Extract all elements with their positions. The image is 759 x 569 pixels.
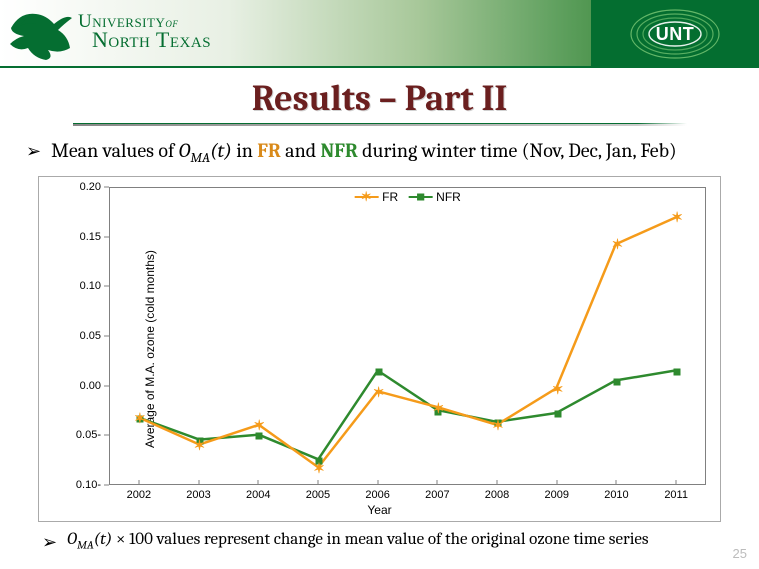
bullet2-oma: OMA(t) xyxy=(67,530,112,549)
chart-xtick-mark xyxy=(377,480,378,485)
chart-ytick-mark xyxy=(104,485,109,486)
bullet2-var-o: O xyxy=(67,530,77,549)
chart-xtick-label: 2008 xyxy=(485,489,509,501)
chart-ytick-mark xyxy=(104,187,109,188)
bullet-item-1: ➢ Mean values of OMA(t) in FR and NFR du… xyxy=(26,139,733,166)
bullet1-fr: FR xyxy=(257,139,280,162)
chart-xtick-label: 2004 xyxy=(246,489,270,501)
bullet-marker-icon: ➢ xyxy=(42,532,57,553)
legend-label-fr: FR xyxy=(382,190,398,204)
chart-marker-square-icon xyxy=(614,378,621,385)
chart-xtick-mark xyxy=(676,480,677,485)
chart-xtick-label: 2006 xyxy=(365,489,389,501)
bullet1-oma: OMA(t) xyxy=(179,139,232,162)
bullet1-post: during winter time (Nov, Dec, Jan, Feb) xyxy=(358,139,677,162)
bullet-text-1: Mean values of OMA(t) in FR and NFR duri… xyxy=(51,139,733,166)
bullet2-rest: × 100 values represent change in mean va… xyxy=(116,530,649,549)
bullet-list: ➢ Mean values of OMA(t) in FR and NFR du… xyxy=(26,139,733,166)
chart-marker-square-icon xyxy=(554,411,561,418)
bullet1-var-sub: MA xyxy=(190,149,210,166)
chart-xtick-mark xyxy=(198,480,199,485)
legend-label-nfr: NFR xyxy=(436,190,461,204)
legend-item-fr: ✶ FR xyxy=(354,190,398,204)
chart-xtick-label: 2002 xyxy=(127,489,151,501)
chart-xtick-label: 2007 xyxy=(425,489,449,501)
chart-xtick-label: 2011 xyxy=(664,489,688,501)
chart-xtick-label: 2003 xyxy=(186,489,210,501)
legend-item-nfr: NFR xyxy=(408,190,461,204)
chart-container: Average of M.A. ozone (cold months) Year… xyxy=(38,176,721,522)
bullet1-mid: in xyxy=(232,139,258,162)
chart-marker-square-icon xyxy=(674,368,681,375)
chart-marker-square-icon xyxy=(375,368,382,375)
title-wrap: Results – Part II xyxy=(0,78,759,125)
chart-legend: ✶ FR NFR xyxy=(350,190,465,204)
chart-xtick-mark xyxy=(616,480,617,485)
bullet1-nfr: NFR xyxy=(321,139,358,162)
chart-ytick-mark xyxy=(104,286,109,287)
chart-xtick-label: 2005 xyxy=(306,489,330,501)
chart-ytick-mark xyxy=(104,385,109,386)
legend-line-fr: ✶ xyxy=(354,196,378,198)
chart-xtick-mark xyxy=(317,480,318,485)
chart-xlabel: Year xyxy=(367,503,391,517)
legend-marker-nfr-icon xyxy=(417,194,424,201)
title-underline xyxy=(73,123,687,125)
page-number: 25 xyxy=(733,546,747,561)
header-bar: Universityof North Texas UNT xyxy=(0,0,759,68)
bullet2-var-t: (t) xyxy=(94,530,112,549)
legend-line-nfr xyxy=(408,196,432,198)
eagle-icon xyxy=(6,4,74,62)
bullet1-var-t: (t) xyxy=(210,139,232,162)
unt-badge-wrap: UNT xyxy=(591,0,759,68)
chart-series-line xyxy=(140,218,676,468)
chart-ytick-mark xyxy=(104,336,109,337)
bullet2-var-sub: MA xyxy=(77,537,94,551)
unt-badge-text: UNT xyxy=(656,24,695,45)
bullet-marker-icon: ➢ xyxy=(26,141,41,162)
bullet-text-2: OMA(t) × 100 values represent change in … xyxy=(67,530,717,551)
chart-xtick-label: 2010 xyxy=(604,489,628,501)
bullet-item-2: ➢ OMA(t) × 100 values represent change i… xyxy=(42,530,717,553)
chart-xtick-mark xyxy=(258,480,259,485)
bullet1-and: and xyxy=(281,139,321,162)
chart-ytick-mark xyxy=(104,435,109,436)
chart-xtick-mark xyxy=(556,480,557,485)
bottom-bullet-wrap: ➢ OMA(t) × 100 values represent change i… xyxy=(42,530,717,553)
chart-xtick-mark xyxy=(497,480,498,485)
page-title: Results – Part II xyxy=(248,78,512,121)
chart-xtick-mark xyxy=(437,480,438,485)
bullet1-pre: Mean values of xyxy=(51,139,179,162)
chart-series-line xyxy=(140,371,676,460)
university-logo: Universityof North Texas xyxy=(6,4,211,62)
unt-badge: UNT xyxy=(629,8,721,60)
university-name-line2: North Texas xyxy=(92,29,211,51)
chart-xtick-mark xyxy=(138,480,139,485)
bullet1-var-o: O xyxy=(179,139,191,162)
chart-xtick-label: 2009 xyxy=(545,489,569,501)
chart-plot-area: ✶ FR NFR ✶✶✶✶✶✶✶✶✶✶ xyxy=(109,187,706,485)
chart-ytick-mark xyxy=(104,236,109,237)
